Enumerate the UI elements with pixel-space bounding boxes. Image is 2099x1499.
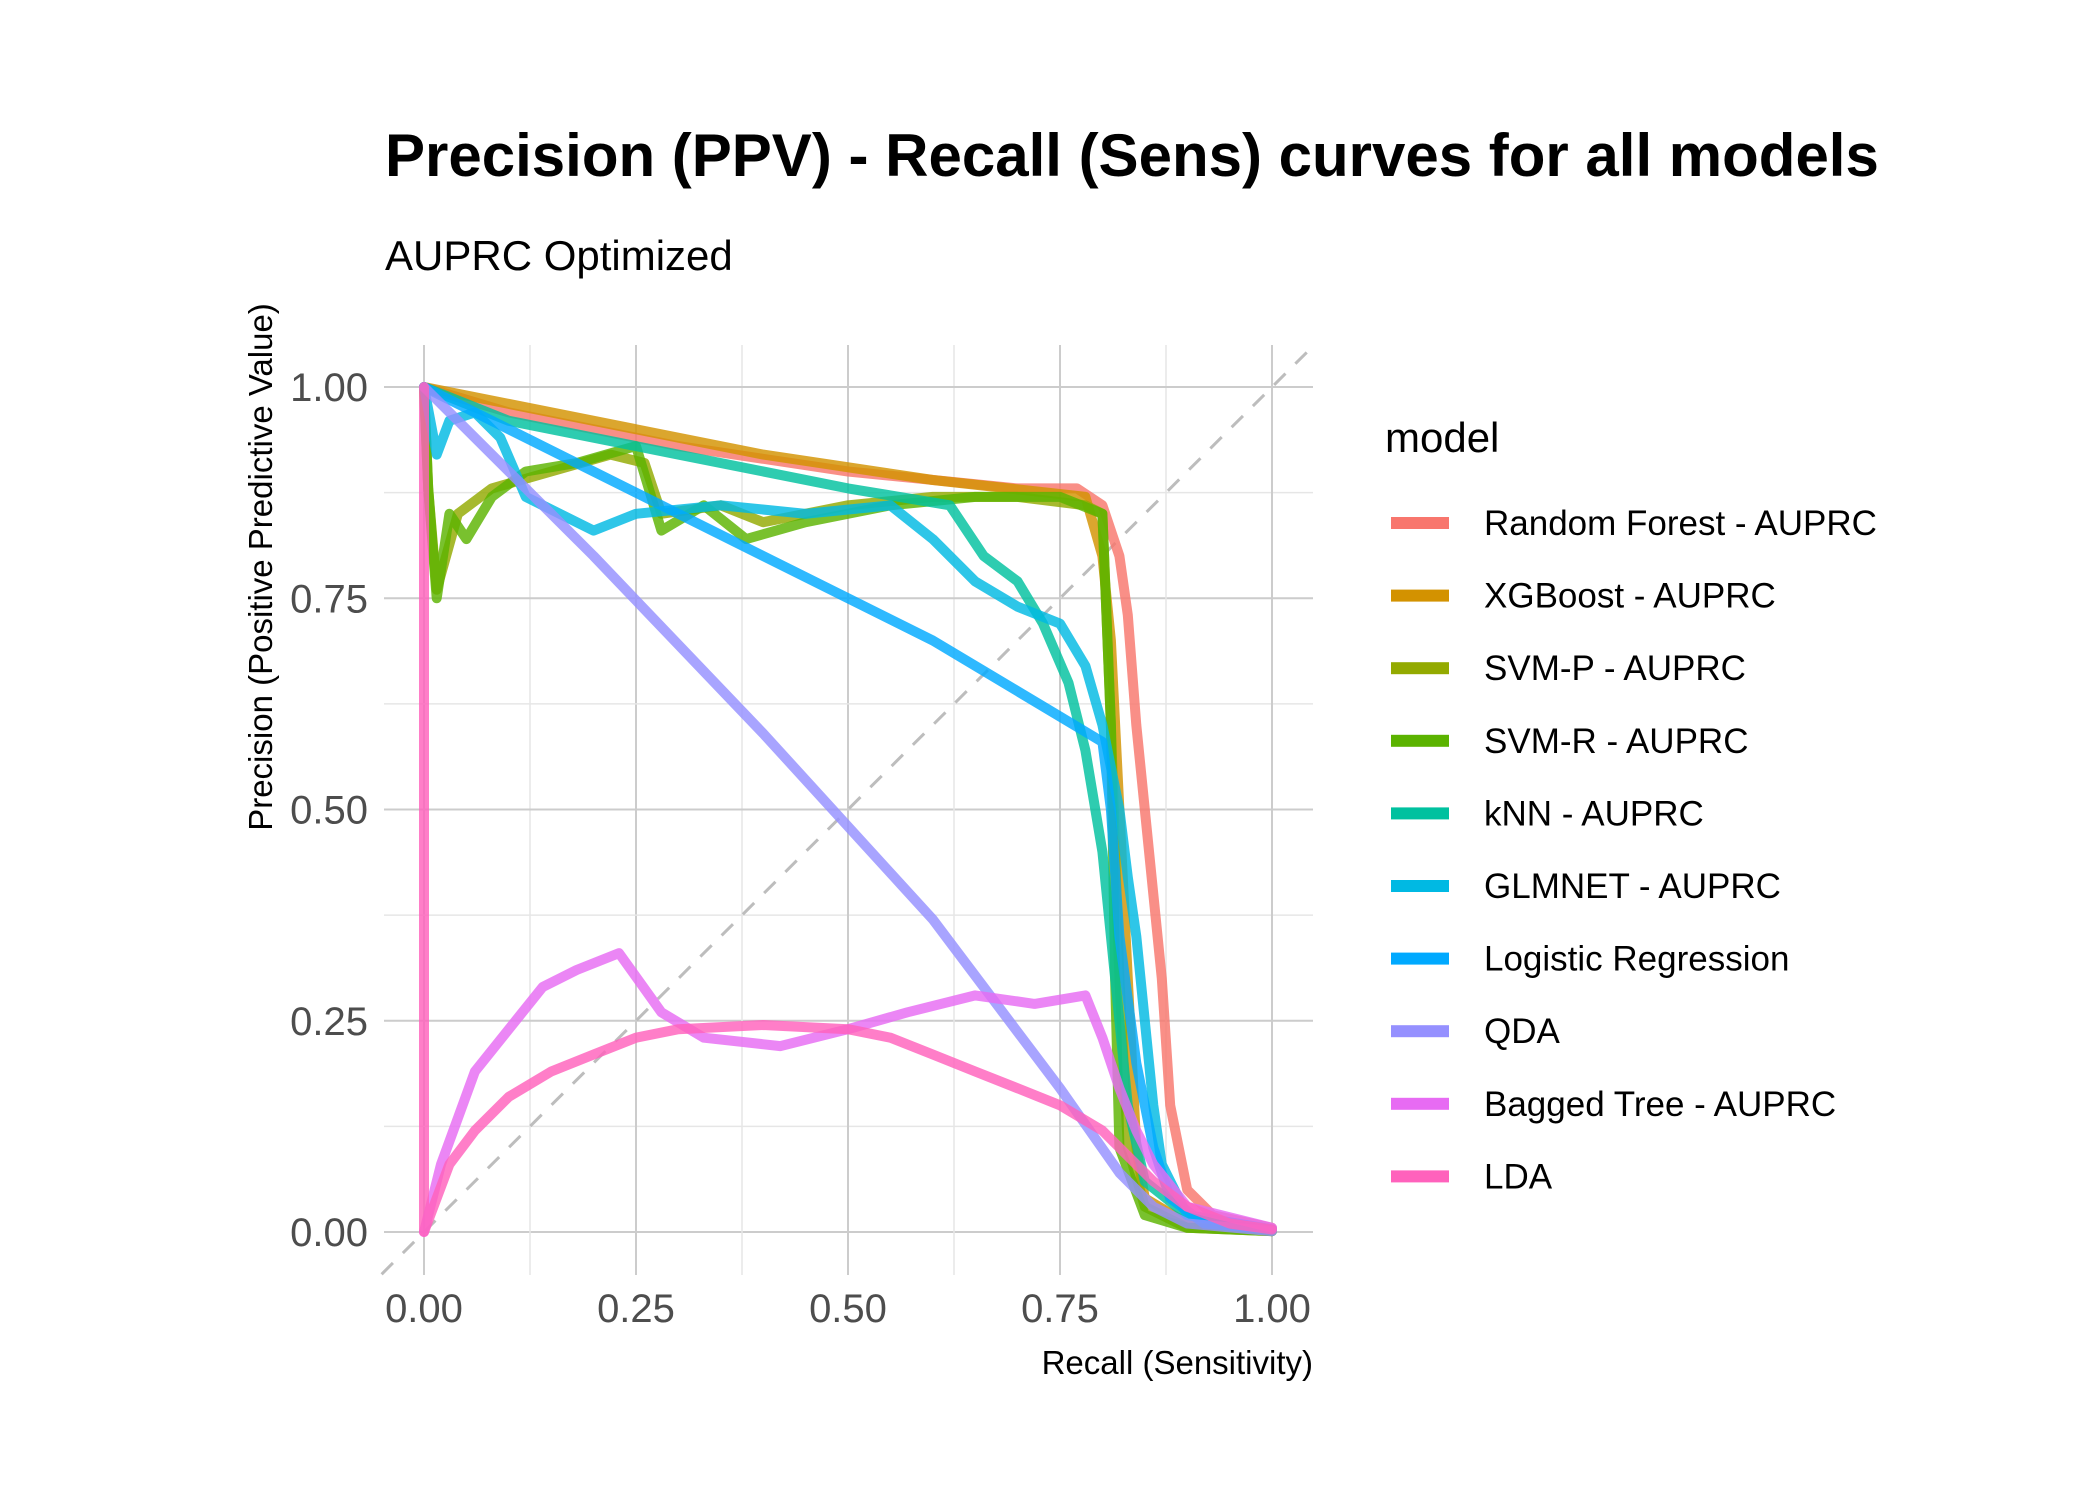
x-tick-label: 0.25 bbox=[597, 1287, 675, 1331]
legend-key-0 bbox=[1391, 517, 1449, 529]
legend-label-2: SVM-P - AUPRC bbox=[1484, 649, 1746, 688]
legend: model Random Forest - AUPRC XGBoost - AUP… bbox=[1385, 414, 1877, 1196]
series-line-9 bbox=[419, 382, 1277, 1237]
y-axis-title: Precision (Positive Predictive Value) bbox=[242, 303, 279, 831]
legend-key-4 bbox=[1391, 807, 1449, 820]
legend-label-4: kNN - AUPRC bbox=[1484, 794, 1704, 833]
series-layer bbox=[419, 382, 1277, 1237]
legend-label-9: LDA bbox=[1484, 1157, 1553, 1196]
reference-diagonal-line bbox=[380, 343, 1316, 1276]
legend-key-3 bbox=[1391, 734, 1449, 747]
series-line-5 bbox=[419, 382, 1277, 1235]
legend-label-8: Bagged Tree - AUPRC bbox=[1484, 1085, 1836, 1124]
legend-label-5: GLMNET - AUPRC bbox=[1484, 867, 1781, 906]
legend-label-0: Random Forest - AUPRC bbox=[1484, 504, 1877, 543]
x-axis-title: Recall (Sensitivity) bbox=[1042, 1344, 1313, 1381]
legend-key-1 bbox=[1391, 589, 1449, 602]
legend-key-7 bbox=[1391, 1025, 1449, 1038]
legend-key-9 bbox=[1391, 1170, 1449, 1183]
y-tick-label: 0.50 bbox=[290, 789, 368, 833]
chart-title: Precision (PPV) - Recall (Sens) curves f… bbox=[385, 122, 1879, 189]
x-tick-label: 1.00 bbox=[1233, 1287, 1311, 1331]
x-tick-label: 0.75 bbox=[1021, 1287, 1099, 1331]
legend-label-3: SVM-R - AUPRC bbox=[1484, 722, 1748, 761]
y-axis-ticks: 0.00 0.25 0.50 0.75 1.00 bbox=[290, 366, 368, 1255]
y-tick-label: 0.75 bbox=[290, 577, 368, 621]
x-axis-ticks: 0.00 0.25 0.50 0.75 1.00 bbox=[385, 1287, 1311, 1331]
y-tick-label: 0.25 bbox=[290, 1000, 368, 1044]
y-tick-label: 0.00 bbox=[290, 1211, 368, 1255]
x-tick-label: 0.00 bbox=[385, 1287, 463, 1331]
chart-subtitle: AUPRC Optimized bbox=[385, 232, 733, 279]
legend-key-2 bbox=[1391, 662, 1449, 675]
x-tick-label: 0.50 bbox=[809, 1287, 887, 1331]
legend-title: model bbox=[1385, 414, 1499, 461]
legend-label-7: QDA bbox=[1484, 1012, 1561, 1051]
series-line-7 bbox=[419, 382, 1277, 1237]
legend-key-5 bbox=[1391, 880, 1449, 892]
legend-label-6: Logistic Regression bbox=[1484, 940, 1789, 979]
legend-key-8 bbox=[1391, 1097, 1449, 1110]
legend-label-1: XGBoost - AUPRC bbox=[1484, 577, 1776, 616]
legend-key-6 bbox=[1391, 952, 1449, 965]
y-tick-label: 1.00 bbox=[290, 366, 368, 410]
